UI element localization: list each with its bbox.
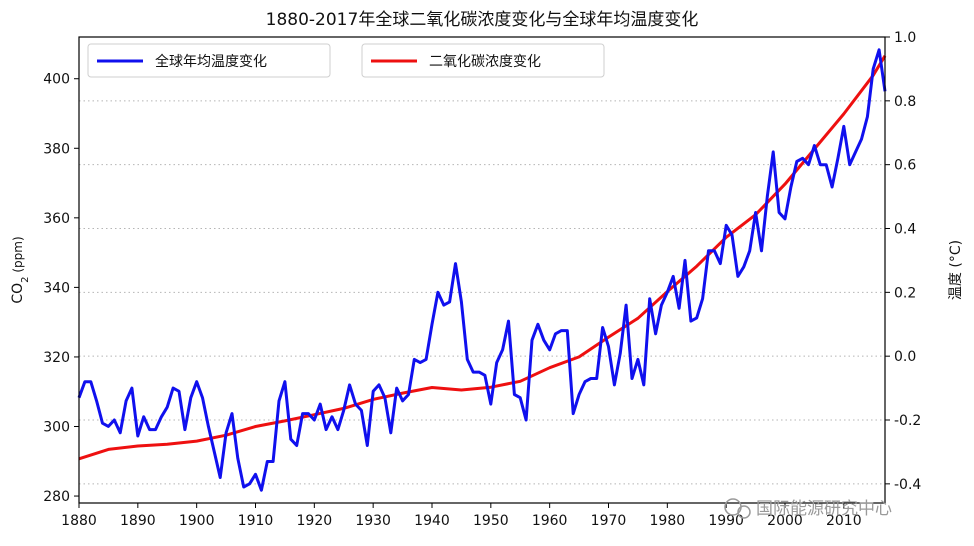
- y-left-tick-label-400: 400: [43, 72, 70, 88]
- plot-frame: [78, 36, 886, 504]
- series-lines: [77, 48, 887, 492]
- x-tick-label-1990: 1990: [708, 513, 744, 529]
- y-axis-left-label: CO2 (ppm): [10, 236, 31, 303]
- y-axis-left: 280 300 320 340 360 380 400: [43, 72, 79, 505]
- y-right-tick-label-0: -0.4: [894, 477, 921, 493]
- y-right-tick-label-4: 0.4: [894, 222, 916, 238]
- legend-label-temperature: 全球年均温度变化: [155, 53, 267, 70]
- x-tick-label-1890: 1890: [120, 513, 156, 529]
- y-left-tick-label-280: 280: [43, 489, 70, 505]
- legend-box-co2: [361, 43, 605, 78]
- y-left-tick-label-380: 380: [43, 141, 70, 157]
- x-tick-label-1950: 1950: [473, 513, 509, 529]
- wechat-icon-dot: [737, 505, 751, 519]
- x-tick-label-2010: 2010: [826, 513, 862, 529]
- y-right-tick-label-3: 0.2: [894, 285, 916, 301]
- x-tick-label-1970: 1970: [591, 513, 627, 529]
- x-tick-label-1940: 1940: [414, 513, 450, 529]
- y-left-tick-label-320: 320: [43, 350, 70, 366]
- x-tick-label-1880: 1880: [61, 513, 97, 529]
- chart-title: 1880-2017年全球二氧化碳浓度变化与全球年均温度变化: [266, 10, 699, 30]
- legend-box-temperature: [87, 43, 331, 78]
- x-tick-label-1900: 1900: [179, 513, 215, 529]
- x-tick-label-1920: 1920: [297, 513, 333, 529]
- y-right-tick-label-1: -0.2: [894, 413, 921, 429]
- x-tick-label-1980: 1980: [650, 513, 686, 529]
- series-line-co2: [78, 55, 887, 461]
- x-tick-label-1910: 1910: [238, 513, 274, 529]
- legend-label-co2: 二氧化碳浓度变化: [429, 54, 541, 70]
- y-right-tick-label-2: 0.0: [894, 349, 916, 365]
- x-axis: 1880 1890 1900 1910 1920 1930 1940 1950 1960 1970…: [61, 503, 862, 529]
- series-line-temperature: [77, 48, 887, 492]
- y-left-tick-label-300: 300: [43, 419, 70, 435]
- watermark: 国际能源研究中心: [724, 498, 892, 519]
- x-tick-label-1960: 1960: [532, 513, 568, 529]
- legend: 全球年均温度变化 二氧化碳浓度变化: [87, 43, 605, 78]
- y-axis-right-label: 温度 (°C): [948, 240, 964, 300]
- watermark-text: 国际能源研究中心: [756, 499, 892, 519]
- y-left-tick-label-360: 360: [43, 211, 70, 227]
- x-tick-label-2000: 2000: [767, 513, 803, 529]
- grid-lines: [79, 36, 885, 485]
- y-left-tick-label-340: 340: [43, 280, 70, 296]
- y-axis-right: -0.4 -0.2 0.0 0.2 0.4 0.6 0.8 1.0: [885, 30, 921, 493]
- y-right-tick-label-6: 0.8: [894, 94, 916, 110]
- x-tick-label-1930: 1930: [355, 513, 391, 529]
- y-right-tick-label-5: 0.6: [894, 158, 916, 174]
- y-right-tick-label-7: 1.0: [894, 30, 916, 46]
